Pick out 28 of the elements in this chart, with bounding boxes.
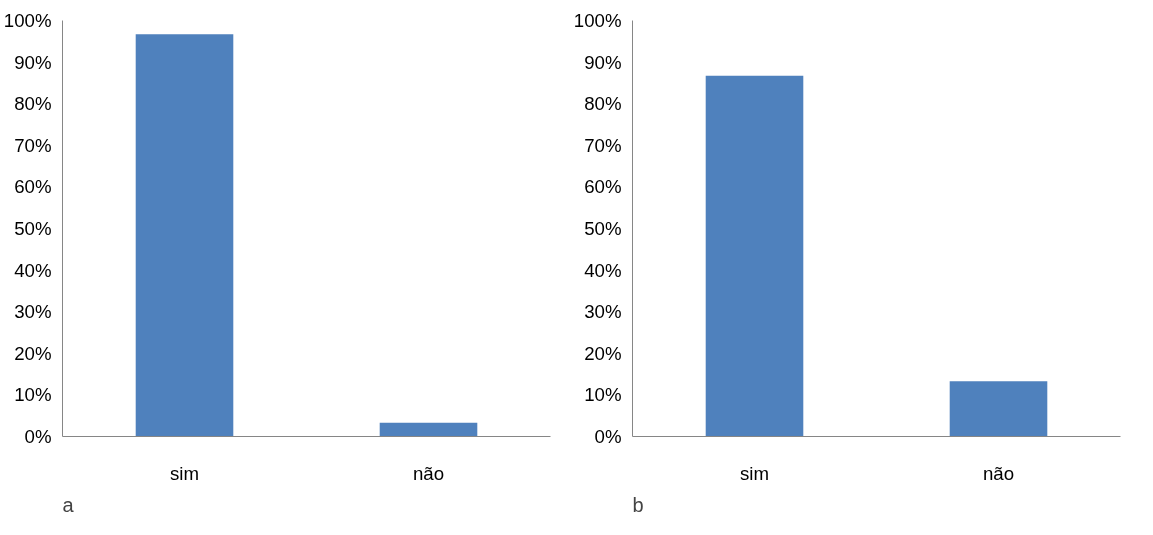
- x-tick-label: sim: [169, 462, 200, 484]
- text: b: [632, 493, 644, 516]
- y-tick-label: 0%: [594, 426, 622, 447]
- y-tick-label: 100%: [573, 10, 622, 31]
- y-tick-label: 0%: [24, 426, 52, 447]
- y-tick-label: 50%: [14, 218, 52, 239]
- y-tick-label: 30%: [584, 301, 622, 323]
- y-tick-label: 10%: [584, 384, 622, 406]
- y-tick-label: 30%: [14, 301, 52, 323]
- x-tick-label: não: [412, 462, 445, 484]
- y-tick-label: 60%: [584, 176, 622, 198]
- y-tick-label: 60%: [14, 176, 52, 198]
- y-tick-label: 80%: [14, 93, 52, 115]
- y-tick-label: 40%: [584, 259, 622, 281]
- y-tick-label: 90%: [14, 51, 52, 73]
- y-tick-label: 50%: [584, 218, 622, 239]
- y-tick-label: 70%: [584, 134, 622, 156]
- y-tick-label: 90%: [584, 51, 622, 73]
- x-tick-label: sim: [739, 462, 770, 484]
- y-tick-label: 100%: [3, 10, 52, 31]
- x-tick-label: não: [982, 462, 1015, 484]
- y-tick-label: 70%: [14, 134, 52, 156]
- text: a: [62, 493, 75, 516]
- y-tick-label: 80%: [584, 93, 622, 115]
- y-tick-label: 20%: [584, 342, 622, 364]
- y-tick-label: 20%: [14, 342, 52, 364]
- y-tick-label: 10%: [14, 384, 52, 406]
- y-tick-label: 40%: [14, 259, 52, 281]
